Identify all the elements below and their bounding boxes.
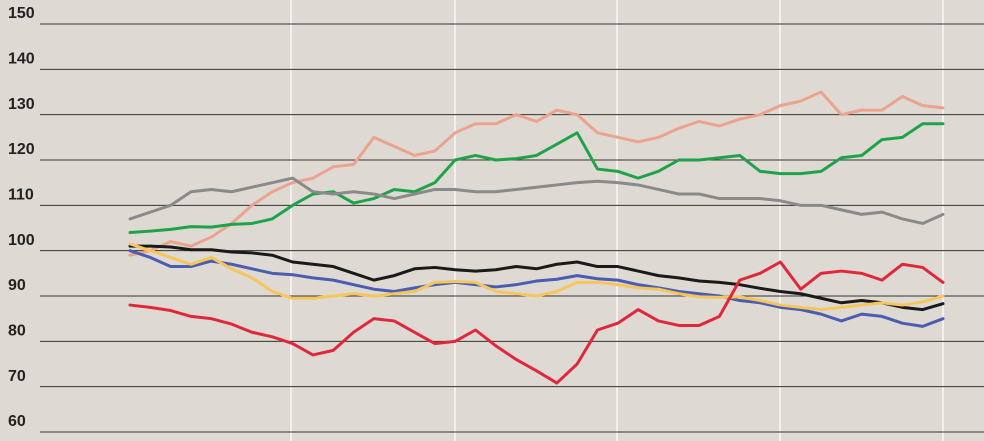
y-tick-label: 130 — [8, 96, 35, 113]
y-tick-label: 140 — [8, 51, 35, 68]
series-line — [128, 249, 945, 328]
y-tick-label: 60 — [8, 413, 26, 430]
y-tick-label: 100 — [8, 232, 35, 249]
y-tick-label: 80 — [8, 323, 26, 340]
series-line — [128, 122, 945, 235]
vertical-grid — [290, 0, 944, 441]
y-tick-label: 70 — [8, 368, 26, 385]
y-tick-label: 150 — [8, 5, 35, 22]
y-tick-label: 90 — [8, 277, 26, 294]
y-tick-label: 110 — [8, 187, 34, 204]
y-tick-label: 120 — [8, 141, 35, 158]
series-line — [128, 244, 945, 312]
series-line — [128, 260, 945, 385]
series-line — [128, 176, 945, 225]
series-line — [128, 90, 945, 257]
series-line — [128, 242, 945, 312]
